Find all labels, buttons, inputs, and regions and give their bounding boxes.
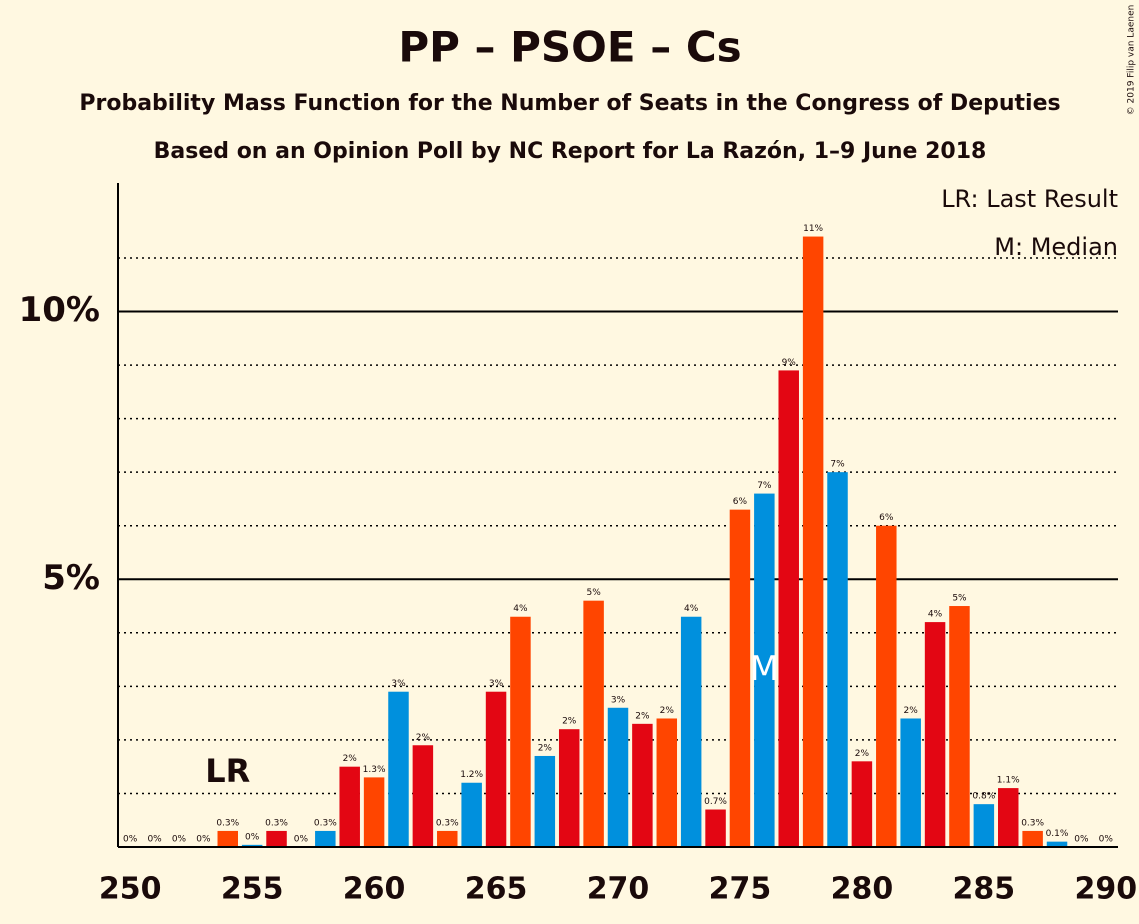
bar (1022, 830, 1043, 847)
bar (315, 830, 336, 847)
chart-subtitle: Based on an Opinion Poll by NC Report fo… (154, 139, 987, 164)
bar (485, 691, 507, 847)
annotation: M (750, 649, 779, 689)
bar (632, 723, 653, 847)
value-label: 6% (733, 497, 748, 507)
value-label: 0% (196, 835, 211, 845)
legend-entry: LR: Last Result (941, 185, 1118, 213)
value-label: 0% (172, 835, 187, 845)
value-label: 0% (1074, 835, 1089, 845)
bar (876, 525, 897, 847)
bar (827, 472, 848, 847)
bar (437, 830, 458, 847)
value-label: 0.3% (314, 818, 337, 828)
x-tick-label: 265 (465, 872, 528, 907)
bar (266, 830, 287, 847)
value-label: 1.1% (997, 776, 1020, 786)
value-label: 0% (123, 835, 138, 845)
value-label: 6% (879, 513, 894, 523)
bar (558, 729, 580, 847)
bar (217, 830, 238, 847)
value-label: 0.3% (436, 818, 459, 828)
value-label: 2% (660, 706, 675, 716)
value-label: 1.3% (363, 765, 386, 775)
value-label: 0.3% (265, 818, 288, 828)
x-tick-label: 260 (343, 872, 406, 907)
value-label: 3% (391, 679, 406, 689)
bar (461, 782, 482, 847)
y-tick-label: 10% (19, 290, 100, 330)
bar (1046, 841, 1068, 847)
bar (754, 493, 775, 847)
bar (924, 622, 946, 847)
value-label: 1.2% (460, 770, 483, 780)
bar (241, 844, 263, 847)
y-tick-label: 5% (42, 558, 100, 598)
value-label: 0% (147, 835, 162, 845)
bar (388, 691, 409, 847)
value-label: 9% (782, 358, 797, 368)
value-label: 2% (855, 749, 870, 759)
bar (363, 777, 385, 847)
bar (851, 761, 873, 847)
bar (973, 804, 995, 847)
value-label: 2% (538, 743, 553, 753)
x-tick-label: 290 (1074, 872, 1137, 907)
x-tick-label: 285 (953, 872, 1016, 907)
x-tick-label: 250 (99, 872, 162, 907)
x-tick-label: 270 (587, 872, 650, 907)
value-label: 0% (1099, 835, 1114, 845)
value-label: 4% (684, 604, 699, 614)
bar (802, 236, 824, 847)
value-label: 7% (757, 481, 772, 491)
value-label: 0.7% (704, 797, 727, 807)
value-label: 2% (416, 733, 431, 743)
value-label: 3% (489, 679, 504, 689)
annotation: LR (205, 752, 250, 790)
value-label: 5% (586, 588, 601, 598)
bar (412, 745, 434, 847)
bar (705, 809, 726, 847)
x-tick-label: 255 (221, 872, 284, 907)
value-label: 0.3% (216, 818, 239, 828)
bar (680, 616, 702, 847)
bar (534, 755, 556, 847)
value-label: 0.3% (1021, 818, 1044, 828)
value-label: 5% (952, 594, 967, 604)
value-label: 2% (562, 717, 577, 727)
value-label: 0% (245, 832, 260, 842)
value-label: 3% (611, 695, 626, 705)
legend-entry: M: Median (994, 233, 1118, 261)
chart-title: PP – PSOE – Cs (398, 23, 741, 72)
bar (339, 766, 360, 847)
value-label: 2% (904, 706, 919, 716)
value-label: 4% (928, 610, 943, 620)
value-label: 7% (830, 460, 845, 470)
value-label: 4% (513, 604, 528, 614)
bar (656, 718, 678, 847)
credit: © 2019 Filip van Laenen (1127, 5, 1137, 116)
bar (607, 707, 629, 847)
bar (900, 718, 921, 847)
chart-subtitle: Probability Mass Function for the Number… (79, 91, 1060, 116)
bar (778, 370, 799, 847)
value-label: 11% (803, 224, 823, 234)
x-tick-label: 280 (831, 872, 894, 907)
value-label: 0.1% (1046, 829, 1069, 839)
bar (998, 788, 1019, 847)
bar (729, 509, 751, 847)
bar (510, 616, 531, 847)
value-label: 0% (294, 835, 309, 845)
x-tick-label: 275 (709, 872, 772, 907)
bar (583, 600, 604, 847)
value-label: 2% (635, 711, 650, 721)
bar (949, 606, 970, 847)
value-label: 0.8% (972, 792, 995, 802)
value-label: 2% (343, 754, 358, 764)
